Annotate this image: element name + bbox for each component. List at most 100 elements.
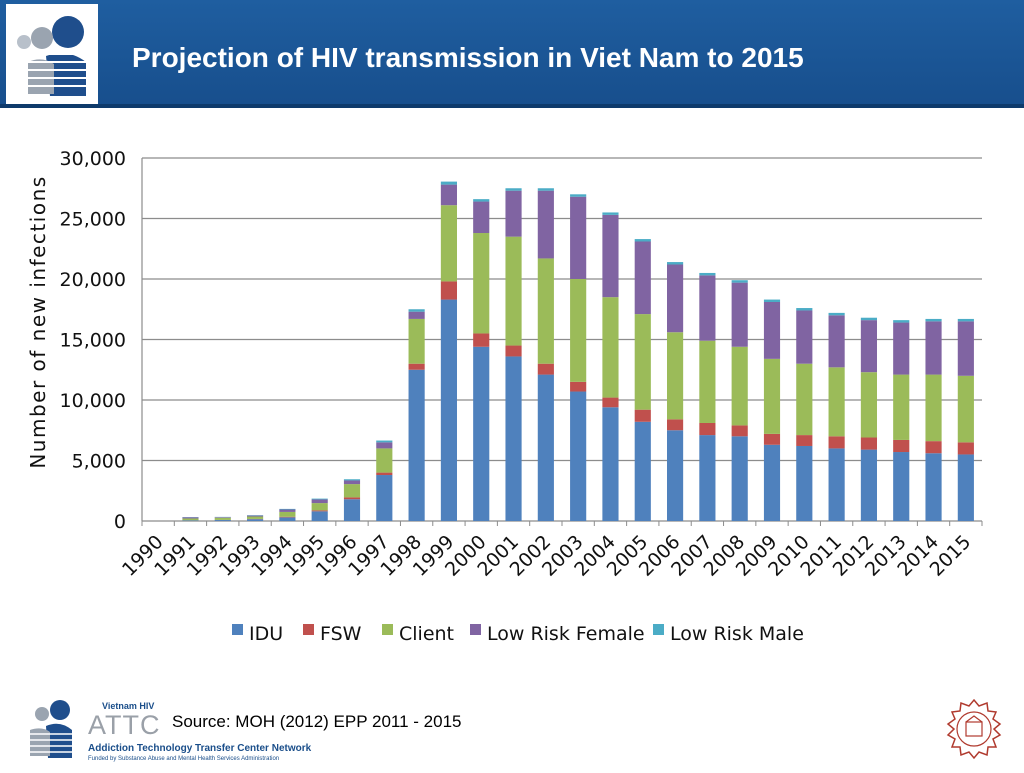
attc-name: ATTC <box>88 710 161 741</box>
bar-low-risk-female <box>247 516 263 517</box>
bar-idu <box>602 407 618 521</box>
bar-client <box>635 314 651 410</box>
bar-low-risk-male <box>602 212 618 214</box>
bar-client <box>893 375 909 440</box>
bar-low-risk-male <box>441 182 457 185</box>
bar-idu <box>409 370 425 521</box>
stacked-bar-chart: 05,00010,00015,00020,00025,00030,0001990… <box>0 0 1024 690</box>
bar-idu <box>505 356 521 521</box>
bar-client <box>861 372 877 437</box>
bar-fsw <box>764 434 780 445</box>
y-tick-label: 30,000 <box>60 148 126 170</box>
bar-idu <box>215 520 231 521</box>
bar-fsw <box>925 441 941 453</box>
y-tick-label: 10,000 <box>60 390 126 412</box>
bar-client <box>764 359 780 434</box>
bar-low-risk-female <box>732 283 748 347</box>
bar-fsw <box>376 473 392 475</box>
bar-idu <box>925 453 941 521</box>
bar-idu <box>732 436 748 521</box>
bar-low-risk-female <box>635 241 651 314</box>
legend-swatch-fsw <box>303 624 314 635</box>
bar-low-risk-male <box>570 194 586 196</box>
bar-client <box>829 367 845 436</box>
bar-client <box>182 518 198 520</box>
bar-low-risk-male <box>667 262 683 264</box>
bar-fsw <box>538 364 554 375</box>
bar-idu <box>344 499 360 521</box>
bar-low-risk-female <box>279 510 295 512</box>
bar-fsw <box>602 398 618 408</box>
legend-label: Low Risk Male <box>670 623 804 645</box>
bar-client <box>570 279 586 382</box>
bar-low-risk-female <box>441 185 457 206</box>
bar-low-risk-male <box>312 499 328 500</box>
legend-swatch-client <box>382 624 393 635</box>
seal-icon <box>946 698 1002 760</box>
bar-fsw <box>570 382 586 392</box>
bar-fsw <box>829 436 845 448</box>
bar-idu <box>829 448 845 521</box>
bar-fsw <box>796 435 812 446</box>
bar-low-risk-male <box>635 239 651 241</box>
bar-low-risk-male <box>279 509 295 510</box>
y-tick-label: 5,000 <box>72 451 126 473</box>
bar-client <box>344 484 360 497</box>
legend-swatch-low-risk-male <box>653 624 664 635</box>
bar-low-risk-female <box>893 323 909 375</box>
bar-low-risk-male <box>344 479 360 480</box>
bar-idu <box>635 422 651 521</box>
bar-low-risk-male <box>732 280 748 282</box>
bar-fsw <box>409 364 425 370</box>
bar-idu <box>441 300 457 521</box>
bar-low-risk-male <box>796 308 812 310</box>
bar-idu <box>538 375 554 521</box>
attc-funding: Funded by Substance Abuse and Mental Hea… <box>88 756 279 762</box>
bar-low-risk-male <box>409 309 425 311</box>
bar-low-risk-male <box>861 318 877 320</box>
bar-low-risk-female <box>764 302 780 359</box>
bar-fsw <box>279 517 295 518</box>
bar-idu <box>796 446 812 521</box>
bar-low-risk-female <box>667 264 683 332</box>
bar-client <box>796 364 812 435</box>
bar-low-risk-female <box>570 197 586 279</box>
bar-client <box>376 448 392 472</box>
bar-idu <box>764 445 780 521</box>
bar-client <box>958 376 974 443</box>
bar-fsw <box>505 346 521 357</box>
bar-client <box>505 237 521 346</box>
bar-idu <box>312 511 328 521</box>
bar-low-risk-female <box>829 315 845 367</box>
y-tick-label: 15,000 <box>60 330 126 352</box>
bar-idu <box>570 392 586 521</box>
y-tick-label: 0 <box>114 511 126 533</box>
bar-low-risk-male <box>958 319 974 321</box>
bar-client <box>215 518 231 520</box>
bar-low-risk-female <box>796 310 812 363</box>
bar-client <box>732 347 748 426</box>
bar-fsw <box>699 423 715 435</box>
bar-low-risk-female <box>505 191 521 237</box>
bar-idu <box>958 454 974 521</box>
university-seal <box>946 698 1002 760</box>
bar-fsw <box>312 510 328 511</box>
bar-idu <box>182 520 198 521</box>
bar-fsw <box>958 442 974 454</box>
legend-label: Client <box>399 623 454 645</box>
bar-low-risk-female <box>473 202 489 233</box>
bar-client <box>409 319 425 364</box>
bar-low-risk-male <box>829 313 845 315</box>
bar-fsw <box>344 497 360 499</box>
bar-client <box>602 297 618 397</box>
bar-low-risk-male <box>893 320 909 322</box>
y-tick-label: 20,000 <box>60 269 126 291</box>
attc-network: Addiction Technology Transfer Center Net… <box>88 743 311 754</box>
bar-low-risk-male <box>699 273 715 275</box>
bar-low-risk-male <box>505 188 521 190</box>
bar-fsw <box>473 333 489 346</box>
bar-fsw <box>732 425 748 436</box>
bar-idu <box>861 450 877 521</box>
bar-low-risk-female <box>699 275 715 340</box>
bar-client <box>441 205 457 281</box>
